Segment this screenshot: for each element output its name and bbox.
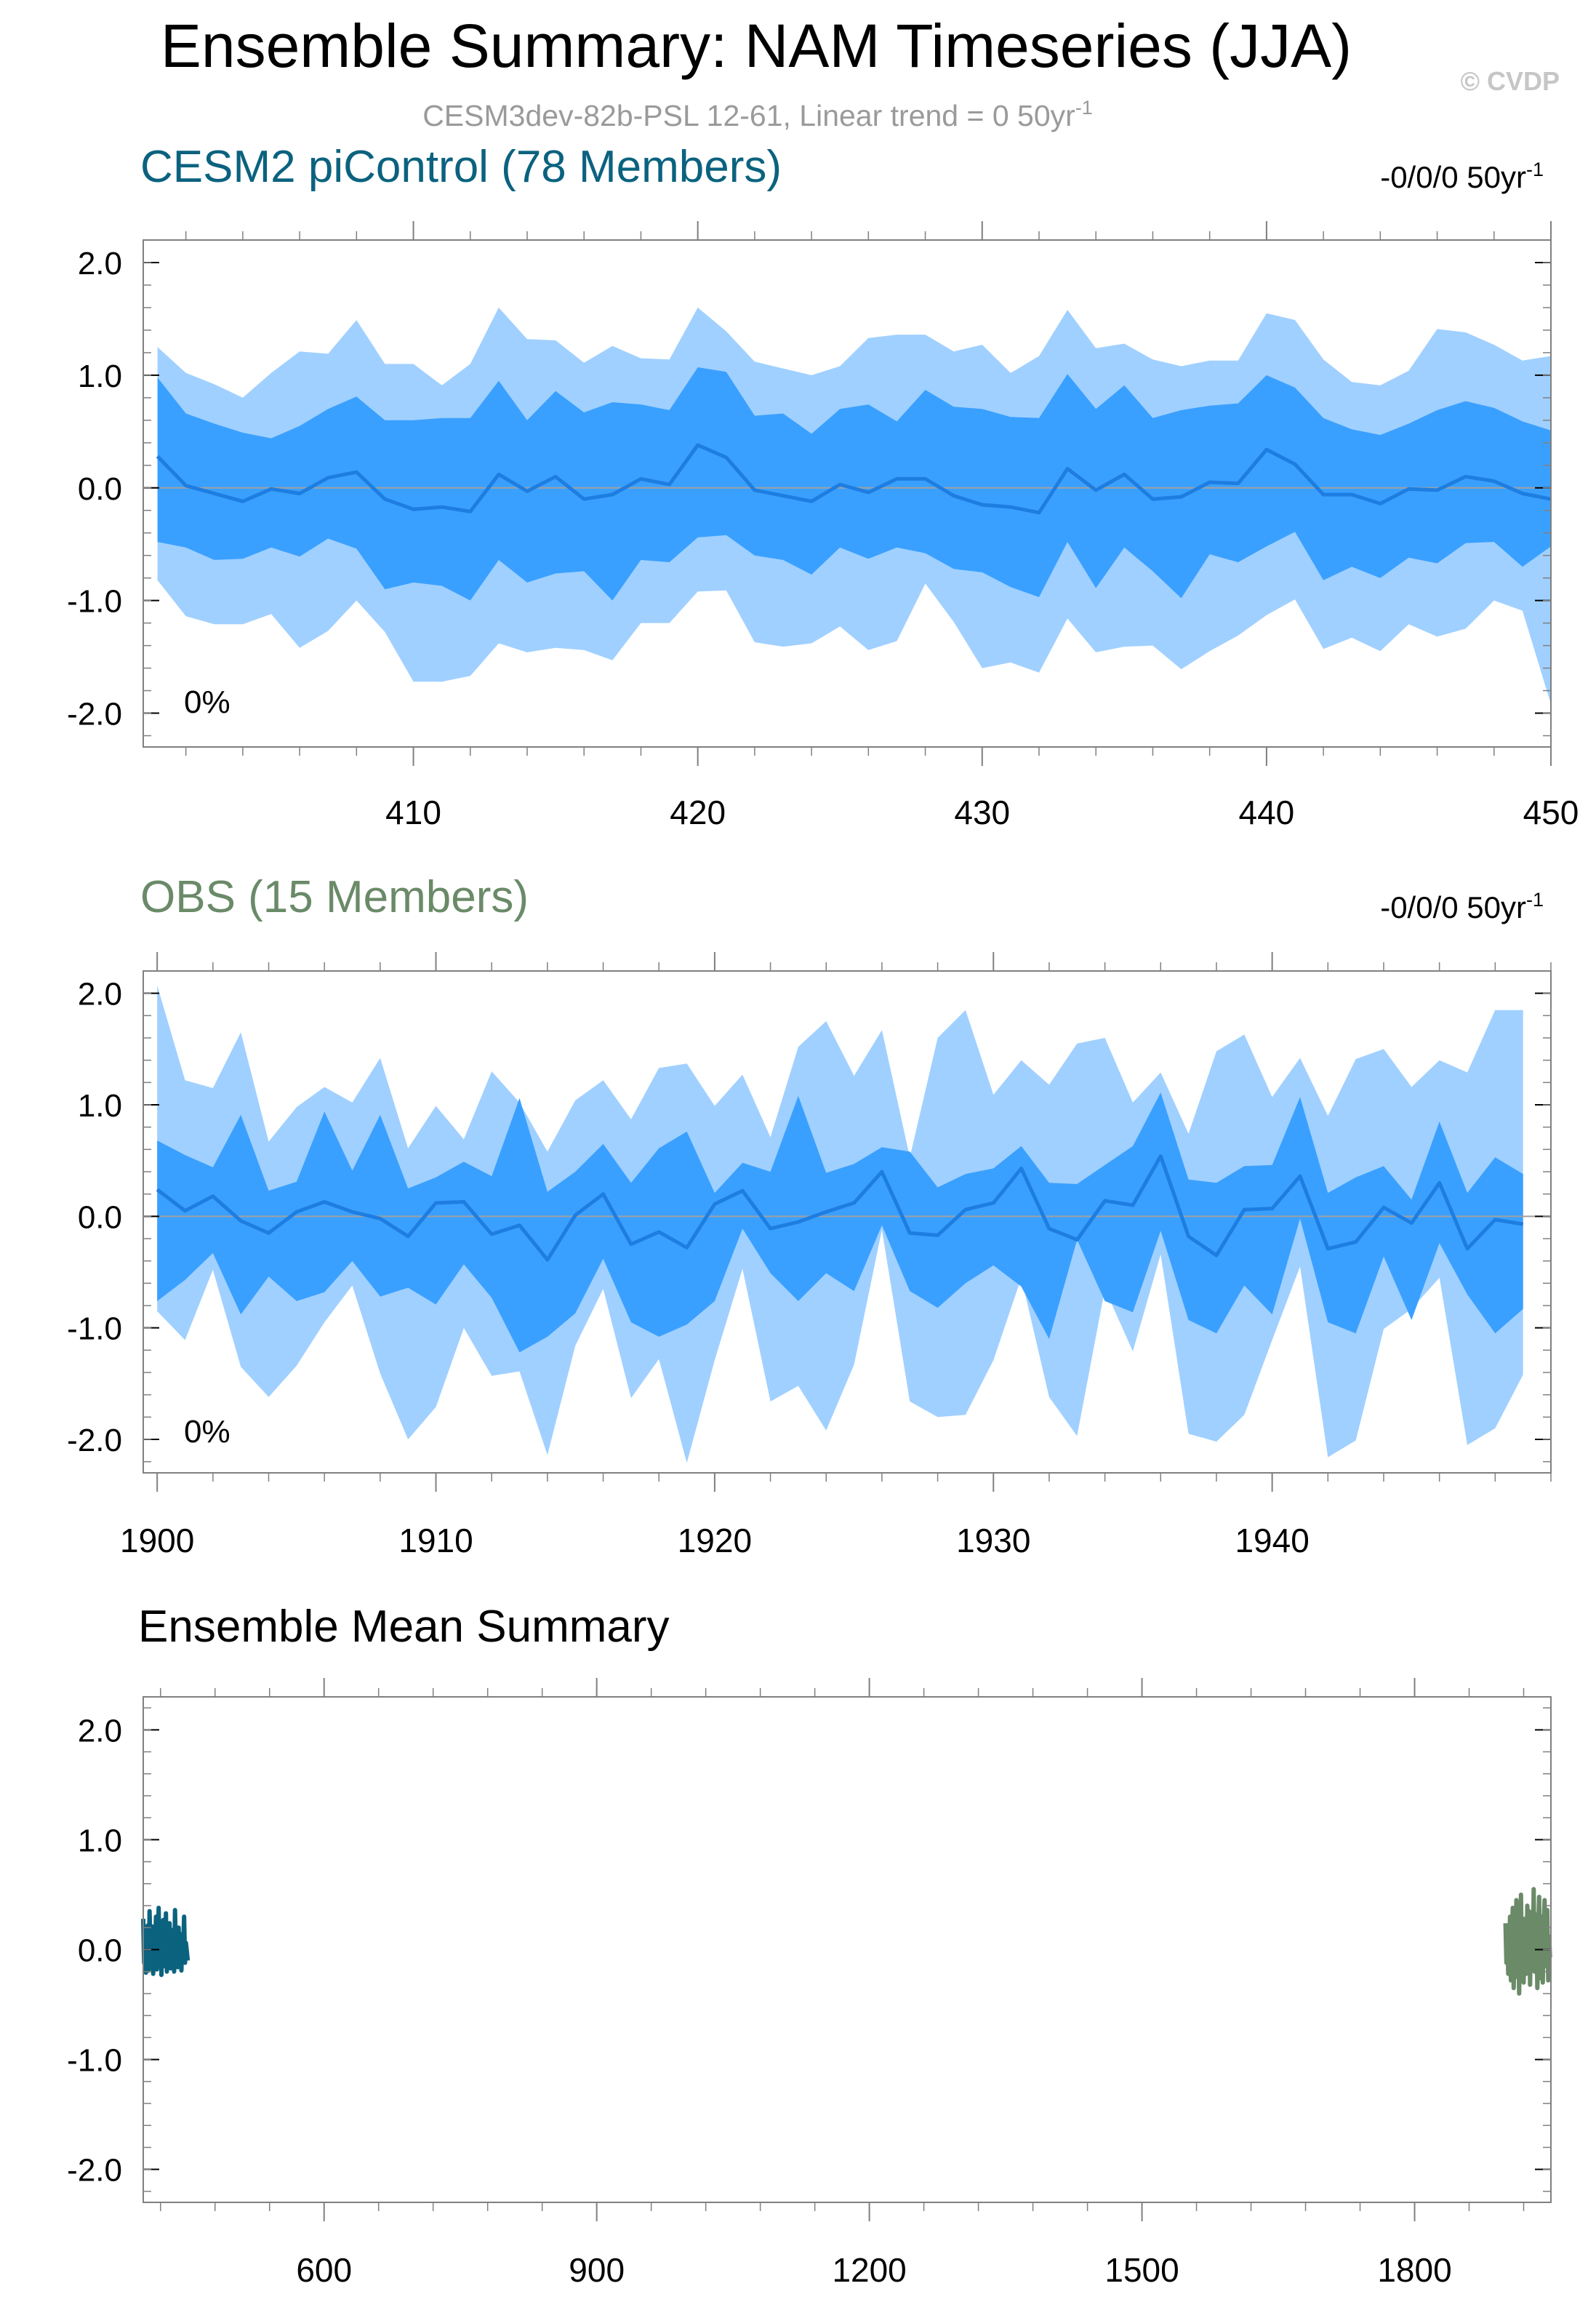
copyright-label: © CVDP (1460, 66, 1560, 96)
panel-3-ylabel: -1.0 (67, 2043, 122, 2079)
panel-1-iqr-band (157, 367, 1552, 601)
panel-2-trend: -0/0/0 50yr-1 (1380, 889, 1544, 924)
panel-3-xlabel: 1200 (832, 2251, 906, 2289)
panel-2-percent-label: 0% (184, 1414, 230, 1450)
panel-3-series-model (141, 1906, 191, 1978)
figure-subtitle: CESM3dev-82b-PSL 12-61, Linear trend = 0… (422, 97, 1093, 132)
panel-3-ylabel: 2.0 (78, 1713, 122, 1749)
panel-3-frame (143, 1696, 1552, 2203)
panel-2-ylabel: -1.0 (67, 1311, 122, 1347)
panel-1-trend-text: -0/0/0 50yr (1380, 160, 1526, 194)
panel-3-ylabel: -2.0 (67, 2153, 122, 2189)
panel-2-xlabel: 1940 (1235, 1522, 1309, 1559)
panel-2-xlabel: 1930 (956, 1522, 1030, 1559)
panel-obs: OBS (15 Members) -0/0/0 50yr-1 2.0 1.0 0.0… (67, 872, 1552, 1559)
panel-1-ylabel: 1.0 (78, 359, 122, 394)
panel-1-ylabel: -2.0 (67, 697, 122, 732)
panel-1-mean-line (156, 443, 1552, 515)
panel-2-xlabel: 1920 (678, 1522, 752, 1559)
panel-3-xlabel: 900 (569, 2251, 625, 2289)
panel-ensemble-mean-summary: Ensemble Mean Summary 2.0 1.0 0.0 -1.0 -2.0 6… (67, 1602, 1552, 2289)
panel-cesm2-picontrol: CESM2 piControl (78 Members) -0/0/0 50yr… (67, 142, 1579, 831)
panel-1-xlabel: 430 (954, 794, 1010, 831)
panel-1-xlabel: 410 (385, 794, 441, 831)
panel-2-title: OBS (15 Members) (140, 872, 529, 922)
figure-subtitle-sup: -1 (1075, 97, 1093, 119)
panel-3-title: Ensemble Mean Summary (138, 1602, 670, 1652)
panel-2-ylabel: -2.0 (67, 1423, 122, 1458)
panel-2-trend-sup: -1 (1526, 889, 1544, 911)
panel-2-xlabel: 1910 (398, 1522, 473, 1559)
panel-1-xlabel: 450 (1523, 794, 1579, 831)
panel-1-xlabel: 440 (1239, 794, 1295, 831)
panel-1-ylabel: -1.0 (67, 584, 122, 620)
panel-1-ylabel: 0.0 (78, 471, 122, 507)
panel-3-xlabel: 1800 (1377, 2251, 1451, 2289)
panel-1-percent-label: 0% (184, 684, 230, 720)
panel-1-frame (143, 239, 1552, 748)
panel-2-xlabel: 1900 (120, 1522, 194, 1559)
panel-1-xlabel: 420 (670, 794, 726, 831)
panel-1-trend-sup: -1 (1526, 159, 1544, 180)
panel-3-xlabel: 600 (296, 2251, 352, 2289)
panel-1-ylabel: 2.0 (78, 246, 122, 281)
panel-2-iqr-band (157, 1092, 1523, 1353)
panel-1-trend: -0/0/0 50yr-1 (1380, 159, 1544, 194)
panel-3-ylabel: 1.0 (78, 1823, 122, 1858)
panel-2-ylabel: 0.0 (78, 1199, 122, 1235)
panel-3-ylabel: 0.0 (78, 1933, 122, 1969)
panel-2-ylabel: 2.0 (78, 977, 122, 1012)
panel-2-frame (143, 970, 1552, 1474)
panel-2-ylabel: 1.0 (78, 1088, 122, 1124)
figure-subtitle-text: CESM3dev-82b-PSL 12-61, Linear trend = 0… (422, 99, 1075, 132)
panel-1-title: CESM2 piControl (78 Members) (140, 142, 782, 192)
panel-2-trend-text: -0/0/0 50yr (1380, 890, 1526, 924)
panel-3-xlabel: 1500 (1104, 2251, 1179, 2289)
panel-2-mean-line (156, 1154, 1524, 1262)
panel-3-series-obs (1503, 1887, 1552, 1996)
figure-title: Ensemble Summary: NAM Timeseries (JJA) (161, 12, 1352, 80)
